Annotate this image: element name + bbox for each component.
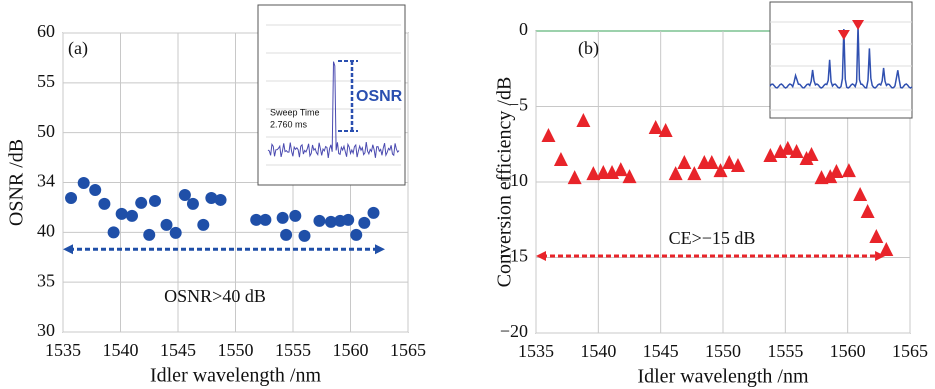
data-point	[135, 197, 147, 209]
data-point	[149, 195, 161, 207]
y-tick-label: 34	[37, 171, 55, 191]
data-point	[829, 164, 843, 178]
inset-text: Sweep Time	[270, 107, 320, 117]
data-point	[170, 227, 182, 239]
data-point	[280, 229, 292, 241]
panel-label: (b)	[578, 38, 599, 59]
x-tick-label: 1555	[767, 341, 803, 361]
y-tick-label: 0	[519, 19, 528, 39]
data-point	[677, 155, 691, 169]
data-point	[78, 177, 90, 189]
x-tick-label: 1545	[643, 341, 679, 361]
data-point	[342, 214, 354, 226]
data-point	[313, 215, 325, 227]
panel-label: (a)	[68, 38, 88, 59]
data-point	[853, 187, 867, 201]
x-tick-label: 1540	[103, 340, 139, 360]
x-tick-label: 1545	[160, 340, 196, 360]
x-tick-label: 1550	[218, 340, 254, 360]
x-tick-label: 1540	[580, 341, 616, 361]
x-tick-label: 1535	[518, 341, 554, 361]
data-point	[358, 217, 370, 229]
y-tick-label: 60	[37, 21, 55, 41]
data-point	[869, 229, 883, 243]
x-tick-label: 1565	[390, 340, 426, 360]
inset-text: OSNR	[356, 88, 403, 105]
x-tick-label: 1560	[333, 340, 369, 360]
x-tick-label: 1565	[892, 341, 928, 361]
data-point	[143, 229, 155, 241]
y-axis-title: Conversion efficiency /dB	[494, 77, 516, 288]
data-point	[554, 152, 568, 166]
y-axis-title: OSNR /dB	[6, 139, 28, 226]
x-axis-title: Idler wavelength /nm	[150, 365, 321, 387]
data-point	[116, 208, 128, 220]
inset-text: 2.760 ms	[270, 119, 308, 129]
y-tick-label: 35	[37, 270, 55, 290]
x-tick-label: 1560	[830, 341, 866, 361]
data-point	[289, 210, 301, 222]
data-point	[541, 128, 555, 142]
x-tick-label: 1555	[275, 340, 311, 360]
data-point	[215, 194, 227, 206]
data-point	[108, 226, 120, 238]
threshold-label: CE>−15 dB	[669, 228, 756, 248]
x-axis-title: Idler wavelength /nm	[637, 366, 808, 388]
y-tick-label: 55	[37, 71, 55, 91]
data-point	[277, 212, 289, 224]
inset	[770, 2, 912, 118]
data-point	[179, 189, 191, 201]
data-point	[299, 230, 311, 242]
data-point	[861, 204, 875, 218]
data-point	[197, 219, 209, 231]
data-point	[368, 207, 380, 219]
figure: 30 35 40 34 50 55 60 1535 1540 1545 1550 1555 1560 15…	[0, 0, 935, 389]
data-point	[879, 242, 893, 256]
data-point	[89, 184, 101, 196]
data-point	[161, 219, 173, 231]
data-point	[65, 192, 77, 204]
y-tick-label: 50	[37, 121, 55, 141]
page: {"chart_data": [ {"type": "scatter", "pa…	[0, 0, 935, 389]
y-tick-label: 40	[37, 220, 55, 240]
x-tick-label: 1550	[705, 341, 741, 361]
data-point	[842, 163, 856, 177]
data-point	[350, 229, 362, 241]
data-point	[259, 214, 271, 226]
data-point	[187, 198, 199, 210]
data-point	[576, 113, 590, 127]
y-tick-label: −20	[500, 321, 528, 341]
x-tick-label: 1535	[45, 340, 81, 360]
data-point	[126, 210, 138, 222]
data-point	[98, 198, 110, 210]
threshold-label: OSNR>40 dB	[164, 286, 266, 306]
data-point	[614, 162, 628, 176]
data-point	[568, 170, 582, 184]
y-tick-label: 30	[37, 320, 55, 340]
